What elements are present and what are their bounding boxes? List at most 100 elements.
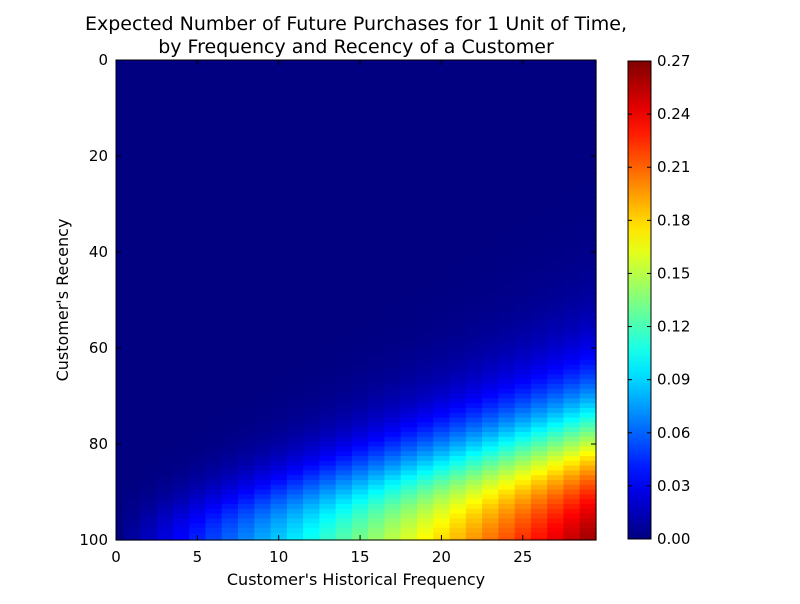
- heatmap-cell: [465, 489, 483, 495]
- heatmap-cell: [482, 345, 499, 351]
- heatmap-cell: [319, 249, 337, 255]
- heatmap-cell: [400, 67, 418, 73]
- heatmap-cell: [221, 134, 239, 140]
- heatmap-cell: [156, 451, 174, 457]
- heatmap-cell: [172, 460, 190, 467]
- heatmap-cell: [254, 292, 272, 299]
- heatmap-cell: [417, 182, 434, 188]
- heatmap-cell: [400, 326, 418, 332]
- heatmap-cell: [286, 484, 304, 491]
- heatmap-cell: [400, 172, 418, 179]
- heatmap-cell: [433, 244, 451, 251]
- heatmap-cell: [563, 139, 581, 145]
- heatmap-cell: [417, 494, 434, 500]
- heatmap-cell: [449, 297, 467, 303]
- heatmap-cell: [417, 331, 434, 337]
- y-tick-label: 0: [98, 51, 108, 69]
- heatmap-cell: [286, 355, 304, 361]
- heatmap-cell: [465, 508, 483, 515]
- heatmap-cell: [563, 523, 581, 529]
- heatmap-cell: [172, 76, 190, 83]
- heatmap-cell: [221, 307, 239, 313]
- heatmap-cell: [270, 470, 288, 476]
- heatmap-cell: [189, 384, 207, 390]
- heatmap-cell: [579, 297, 597, 303]
- heatmap-cell: [498, 105, 516, 111]
- heatmap-cell: [530, 379, 548, 385]
- heatmap-cell: [433, 86, 451, 92]
- heatmap-cell: [270, 211, 288, 217]
- heatmap-cell: [172, 230, 190, 236]
- heatmap-cell: [124, 374, 142, 380]
- heatmap-cell: [400, 393, 418, 399]
- heatmap-cell: [417, 288, 434, 294]
- heatmap-cell: [530, 124, 548, 131]
- heatmap-cell: [384, 129, 402, 135]
- heatmap-cell: [205, 384, 223, 390]
- heatmap-cell: [124, 393, 142, 399]
- heatmap-cell: [116, 504, 125, 510]
- heatmap-cell: [286, 340, 304, 347]
- heatmap-cell: [498, 225, 516, 231]
- heatmap-cell: [384, 192, 402, 198]
- heatmap-cell: [286, 489, 304, 495]
- heatmap-cell: [172, 144, 190, 150]
- heatmap-cell: [498, 475, 516, 481]
- heatmap-cell: [116, 408, 125, 414]
- heatmap-cell: [124, 297, 142, 303]
- heatmap-cell: [547, 100, 565, 107]
- heatmap-cell: [351, 393, 369, 399]
- heatmap-cell: [449, 494, 467, 500]
- heatmap-cell: [172, 254, 190, 260]
- heatmap-cell: [351, 230, 369, 236]
- heatmap-cell: [124, 62, 142, 68]
- heatmap-cell: [449, 470, 467, 476]
- heatmap-cell: [205, 129, 223, 135]
- heatmap-cell: [563, 158, 581, 164]
- heatmap-cell: [205, 216, 223, 222]
- heatmap-cell: [563, 436, 581, 443]
- heatmap-cell: [286, 134, 304, 140]
- heatmap-cell: [221, 105, 239, 111]
- heatmap-cell: [270, 518, 288, 524]
- heatmap-cell: [465, 76, 483, 83]
- heatmap-cell: [498, 470, 516, 476]
- heatmap-cell: [116, 244, 125, 251]
- heatmap-cell: [189, 192, 207, 198]
- heatmap-cell: [156, 456, 174, 462]
- heatmap-cell: [270, 360, 288, 366]
- heatmap-cell: [286, 244, 304, 251]
- heatmap-cell: [238, 412, 255, 419]
- heatmap-cell: [351, 163, 369, 169]
- heatmap-cell: [303, 254, 320, 260]
- heatmap-cell: [417, 518, 434, 524]
- heatmap-cell: [547, 408, 565, 414]
- heatmap-cell: [465, 316, 483, 323]
- heatmap-cell: [270, 388, 288, 395]
- heatmap-cell: [205, 364, 223, 371]
- heatmap-cell: [238, 220, 255, 227]
- heatmap-cell: [547, 336, 565, 342]
- heatmap-cell: [270, 148, 288, 155]
- heatmap-cell: [335, 489, 353, 495]
- heatmap-cell: [384, 254, 402, 260]
- heatmap-cell: [579, 187, 597, 193]
- heatmap-cell: [547, 129, 565, 135]
- heatmap-cell: [563, 427, 581, 433]
- heatmap-cell: [335, 62, 353, 68]
- heatmap-cell: [579, 456, 597, 462]
- heatmap-cell: [221, 374, 239, 380]
- heatmap-cell: [351, 446, 369, 452]
- heatmap-cell: [384, 316, 402, 323]
- heatmap-cell: [140, 148, 158, 155]
- heatmap-cell: [547, 518, 565, 524]
- heatmap-cell: [254, 297, 272, 303]
- heatmap-cell: [319, 451, 337, 457]
- heatmap-cell: [433, 312, 451, 318]
- heatmap-cell: [482, 465, 499, 471]
- heatmap-cell: [384, 76, 402, 83]
- heatmap-cell: [433, 451, 451, 457]
- heatmap-cell: [384, 264, 402, 270]
- heatmap-cell: [303, 91, 320, 97]
- heatmap-cell: [124, 220, 142, 227]
